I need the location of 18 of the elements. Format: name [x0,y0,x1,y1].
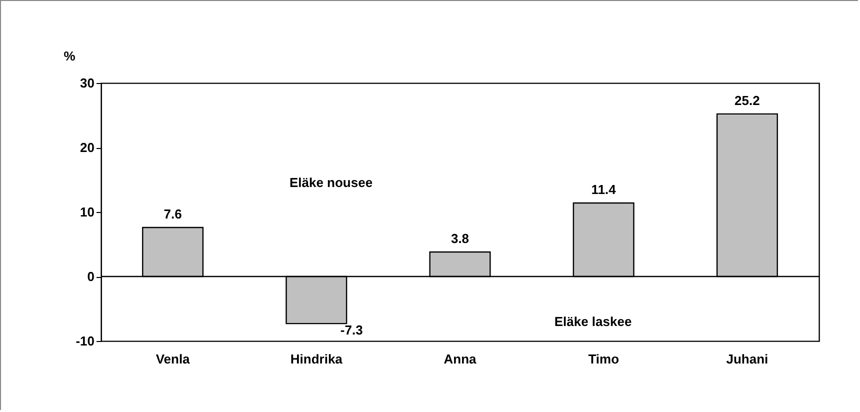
x-tick-label: Venla [156,352,191,366]
y-tick-label: -10 [76,334,94,348]
y-tick-label: 10 [80,204,94,220]
x-tick-label: Timo [588,352,620,366]
data-label: 25.2 [734,92,760,108]
data-label: -7.3 [340,322,363,338]
x-tick-label: Anna [444,352,478,366]
y-tick-label: 20 [80,140,94,155]
y-tick-label: 30 [80,76,94,90]
data-label: 3.8 [450,230,470,246]
annotation: Eläke laskee [554,314,632,329]
x-tick-label: Hindrika [290,352,344,366]
data-label: 7.6 [164,206,182,222]
x-tick-label: Juhani [726,352,768,366]
y-tick-label: 0 [87,269,94,284]
annotation: Eläke nousee [289,175,373,190]
data-label: 11.4 [591,182,617,197]
y-axis-title: % [64,48,76,64]
